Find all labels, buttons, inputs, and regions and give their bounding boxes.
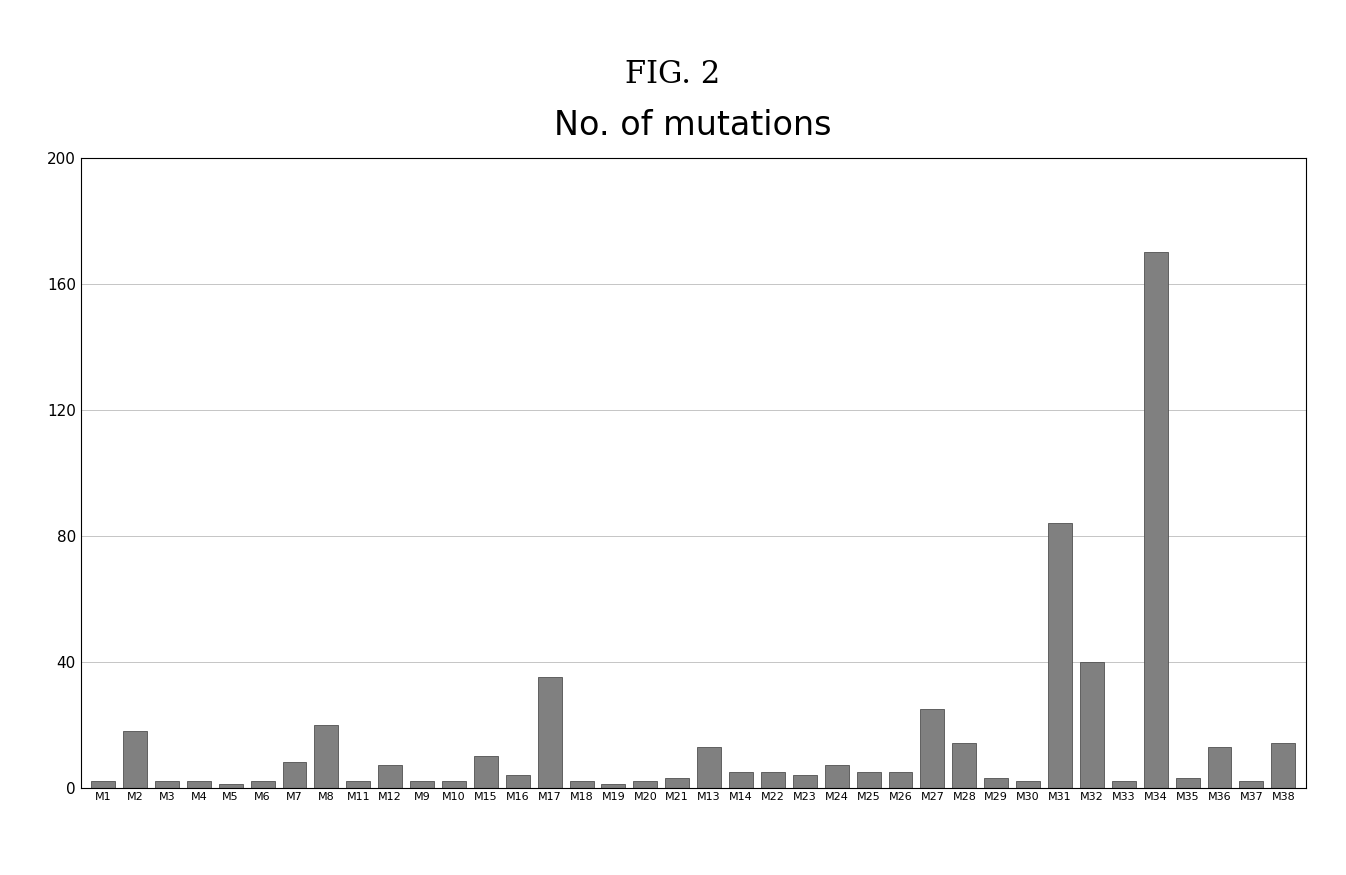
Bar: [760, 772, 785, 788]
Bar: [1272, 744, 1295, 788]
Bar: [1207, 746, 1232, 788]
Bar: [602, 784, 626, 788]
Bar: [283, 762, 307, 788]
Title: No. of mutations: No. of mutations: [555, 109, 832, 143]
Bar: [793, 775, 817, 788]
Bar: [856, 772, 880, 788]
Bar: [825, 766, 849, 788]
Bar: [1049, 523, 1071, 788]
Bar: [537, 677, 561, 788]
Bar: [1016, 781, 1040, 788]
Bar: [346, 781, 370, 788]
Bar: [378, 766, 402, 788]
Bar: [122, 731, 147, 788]
Bar: [218, 784, 242, 788]
Bar: [888, 772, 913, 788]
Bar: [315, 724, 338, 788]
Bar: [665, 778, 689, 788]
Bar: [506, 775, 530, 788]
Bar: [1240, 781, 1264, 788]
Bar: [1144, 252, 1168, 788]
Bar: [441, 781, 466, 788]
Bar: [569, 781, 594, 788]
Bar: [411, 781, 433, 788]
Text: FIG. 2: FIG. 2: [626, 59, 720, 90]
Bar: [1175, 778, 1199, 788]
Bar: [984, 778, 1008, 788]
Bar: [250, 781, 275, 788]
Bar: [697, 746, 721, 788]
Bar: [730, 772, 752, 788]
Bar: [92, 781, 114, 788]
Bar: [634, 781, 657, 788]
Bar: [1112, 781, 1136, 788]
Bar: [921, 709, 945, 788]
Bar: [187, 781, 211, 788]
Bar: [474, 756, 498, 788]
Bar: [155, 781, 179, 788]
Bar: [1079, 662, 1104, 788]
Bar: [953, 744, 976, 788]
